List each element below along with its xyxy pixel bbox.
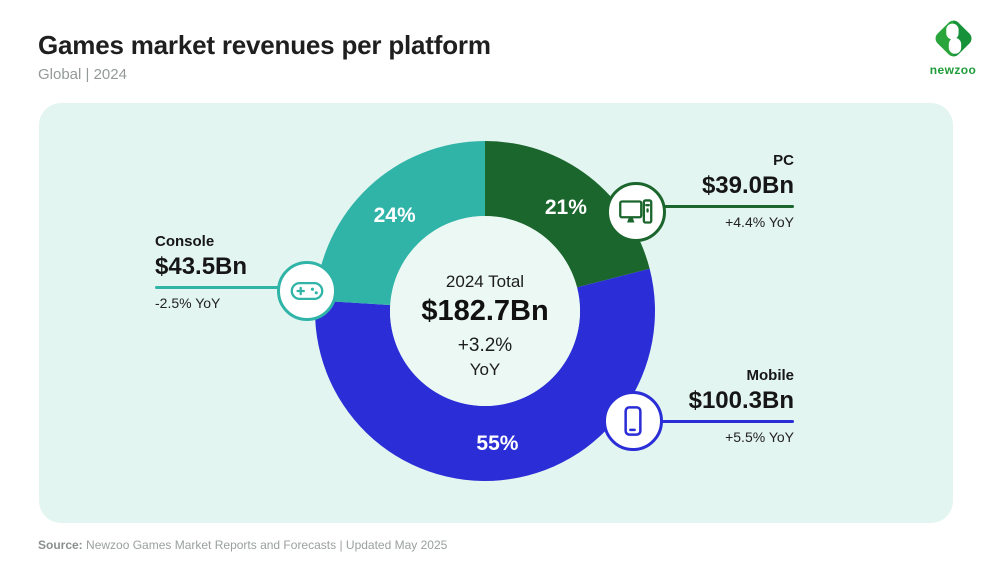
callout-console-value: $43.5Bn [155,253,248,280]
callout-mobile-name: Mobile [746,367,795,384]
percent-label-mobile: 55% [476,432,518,455]
center-yoy-change: +3.2% [457,335,513,356]
callout-mobile-leader-line [662,420,794,423]
callout-mobile: Mobile $100.3Bn +5.5% YoY [662,366,794,446]
center-total-label: 2024 Total [445,272,525,291]
donut-segment-pc [485,141,650,288]
donut-center-summary: 2024 Total $182.7Bn +3.2% YoY [385,272,585,380]
callout-console-name: Console [155,233,215,250]
callout-mobile-yoy: +5.5% YoY [725,429,794,445]
donut-segment-mobile [315,268,655,481]
callout-pc-yoy: +4.4% YoY [725,214,794,230]
newzoo-logo: newzoo [924,15,982,77]
mobile-icon-badge [603,391,663,451]
callout-console-leader-line [155,286,281,289]
donut-chart: 21% 55% 24% [315,141,655,481]
donut-hole [390,216,580,406]
page-subtitle: Global | 2024 [38,66,127,83]
center-yoy-period: YoY [469,360,501,379]
callout-pc-name: PC [773,152,794,169]
source-label: Source: [38,538,83,552]
donut-segment-console [315,141,485,306]
desktop-computer-icon [619,199,653,224]
percent-label-console: 24% [374,204,416,227]
gamepad-icon [290,281,324,301]
callout-pc-value: $39.0Bn [701,172,794,199]
source-text: Newzoo Games Market Reports and Forecast… [82,538,448,552]
pc-icon-badge [606,182,666,242]
callout-mobile-value: $100.3Bn [688,387,794,414]
newzoo-wordmark: newzoo [929,63,977,77]
percent-label-pc: 21% [545,196,587,219]
page-title: Games market revenues per platform [38,30,491,60]
callout-pc: PC $39.0Bn +4.4% YoY [662,151,794,231]
source-note: Source: Newzoo Games Market Reports and … [38,538,447,552]
callout-console: Console $43.5Bn -2.5% YoY [155,232,281,312]
newzoo-diamond-icon [935,17,974,60]
callout-console-yoy: -2.5% YoY [155,295,221,311]
callout-pc-leader-line [662,205,794,208]
center-total-value: $182.7Bn [421,295,549,327]
smartphone-icon [624,406,642,436]
console-icon-badge [277,261,337,321]
